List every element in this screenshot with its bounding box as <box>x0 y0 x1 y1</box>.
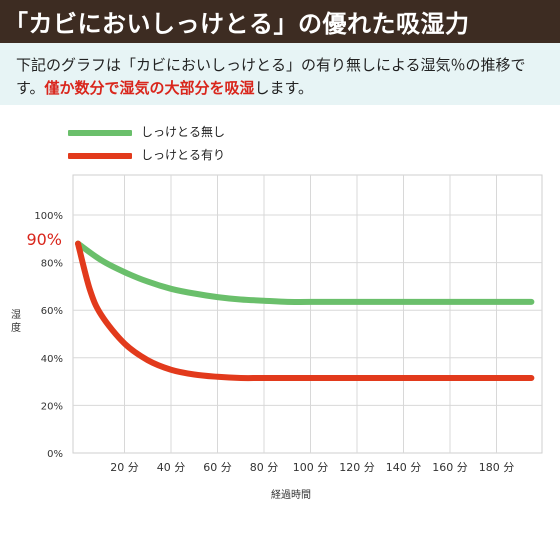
y-tick-label: 100% <box>34 211 63 222</box>
y-tick-label: 40% <box>41 354 63 365</box>
x-tick-label: 100 分 <box>293 461 329 474</box>
y-tick-label: 0% <box>47 449 63 460</box>
x-tick-label: 60 分 <box>203 461 232 474</box>
x-tick-label: 140 分 <box>386 461 422 474</box>
description-highlight: 僅か数分で湿気の大部分を吸湿 <box>44 79 255 97</box>
y-axis-label: 湿度 <box>11 309 21 334</box>
description-text: 下記のグラフは「カビにおいしっけとる」の有り無しによる湿気％の推移です。 <box>16 56 526 97</box>
y-tick-label: 60% <box>41 306 63 317</box>
legend-label-with: しっけとる有り <box>141 148 226 162</box>
legend-swatch-with <box>68 153 132 159</box>
series-line-with <box>75 240 535 382</box>
x-tick-label: 80 分 <box>250 461 279 474</box>
page-header: 「カビにおいしっけとる」の優れた吸湿力 <box>0 0 560 43</box>
annotation-90-percent: 90% <box>26 230 62 249</box>
plot-area <box>72 174 543 454</box>
y-tick-label: 20% <box>41 401 63 412</box>
description-text-end: します。 <box>254 79 314 97</box>
x-tick-label: 20 分 <box>110 461 139 474</box>
legend-label-without: しっけとる無し <box>141 125 226 139</box>
series-line-without <box>75 240 535 305</box>
description-box: 下記のグラフは「カビにおいしっけとる」の有り無しによる湿気％の推移です。僅か数分… <box>0 43 560 105</box>
x-tick-label: 160 分 <box>432 461 468 474</box>
x-axis-label: 経過時間 <box>271 488 311 501</box>
page-title: 「カビにおいしっけとる」の優れた吸湿力 <box>4 10 470 38</box>
y-tick-label: 80% <box>41 259 63 270</box>
x-tick-label: 180 分 <box>479 461 515 474</box>
x-tick-label: 40 分 <box>157 461 186 474</box>
x-tick-label: 120 分 <box>339 461 375 474</box>
legend-swatch-without <box>68 130 132 136</box>
